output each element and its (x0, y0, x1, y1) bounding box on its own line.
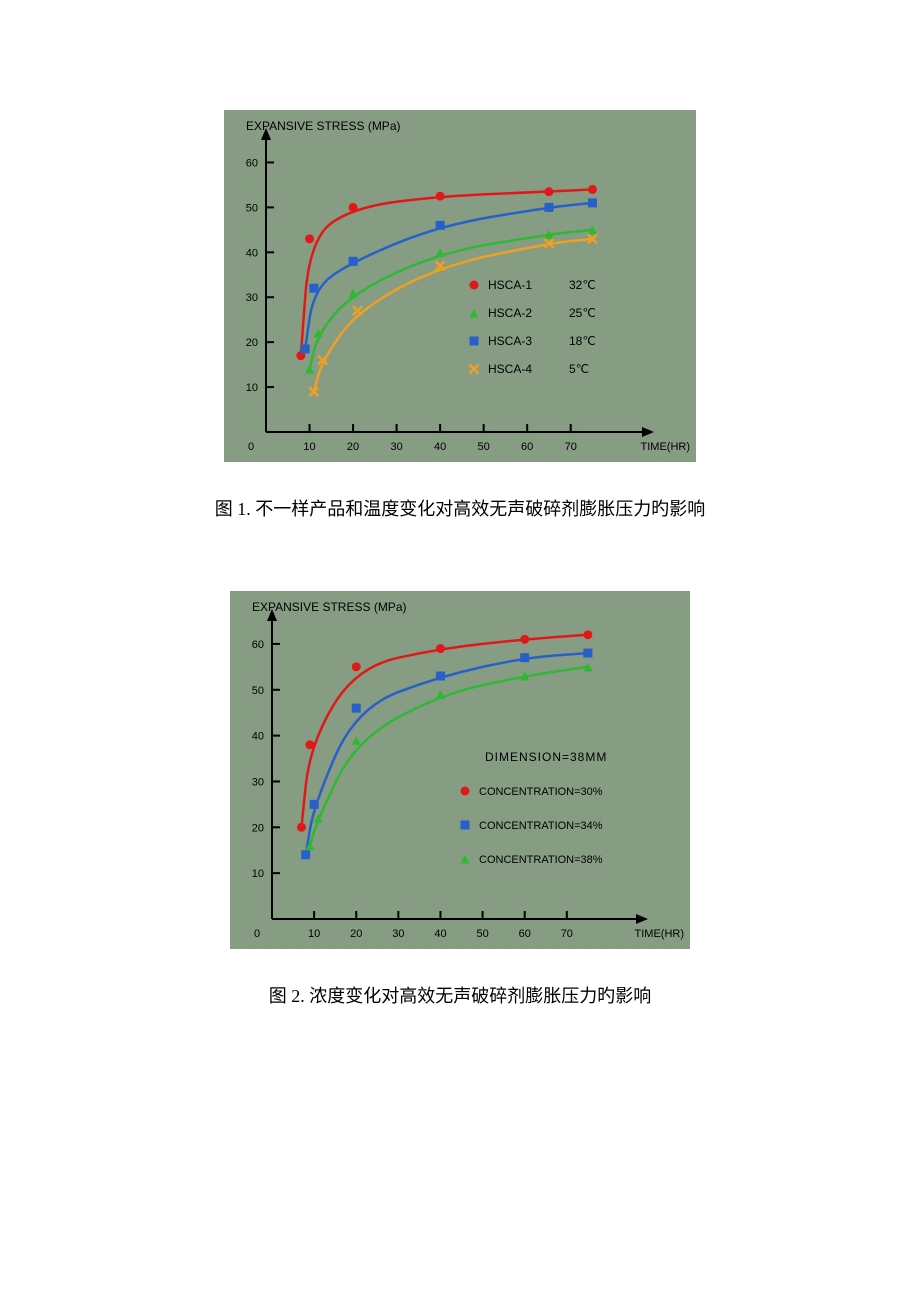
svg-text:0: 0 (254, 928, 260, 940)
svg-text:HSCA-2: HSCA-2 (488, 306, 532, 320)
svg-text:70: 70 (561, 928, 573, 940)
svg-text:20: 20 (252, 822, 264, 834)
svg-text:40: 40 (252, 731, 264, 743)
svg-text:20: 20 (246, 337, 258, 349)
svg-text:EXPANSIVE STRESS (MPa): EXPANSIVE STRESS (MPa) (252, 600, 406, 614)
svg-text:20: 20 (350, 928, 362, 940)
svg-text:40: 40 (434, 441, 446, 453)
svg-text:DIMENSION=38MM: DIMENSION=38MM (485, 750, 607, 764)
svg-text:50: 50 (478, 441, 490, 453)
svg-text:10: 10 (246, 382, 258, 394)
svg-text:CONCENTRATION=30%: CONCENTRATION=30% (479, 786, 603, 798)
svg-text:HSCA-3: HSCA-3 (488, 334, 532, 348)
svg-text:30: 30 (252, 776, 264, 788)
svg-text:10: 10 (303, 441, 315, 453)
svg-text:CONCENTRATION=38%: CONCENTRATION=38% (479, 854, 603, 866)
svg-text:10: 10 (308, 928, 320, 940)
svg-text:TIME(HR): TIME(HR) (641, 441, 691, 453)
svg-text:HSCA-4: HSCA-4 (488, 362, 532, 376)
svg-text:20: 20 (347, 441, 359, 453)
svg-text:5℃: 5℃ (569, 362, 589, 376)
svg-text:70: 70 (565, 441, 577, 453)
svg-text:CONCENTRATION=34%: CONCENTRATION=34% (479, 820, 603, 832)
svg-text:25℃: 25℃ (569, 306, 596, 320)
svg-text:EXPANSIVE STRESS (MPa): EXPANSIVE STRESS (MPa) (246, 119, 400, 133)
svg-text:10: 10 (252, 868, 264, 880)
svg-text:30: 30 (392, 928, 404, 940)
svg-text:50: 50 (476, 928, 488, 940)
svg-text:60: 60 (519, 928, 531, 940)
svg-text:40: 40 (246, 247, 258, 259)
svg-text:TIME(HR): TIME(HR) (635, 928, 685, 940)
svg-text:0: 0 (248, 441, 254, 453)
svg-text:18℃: 18℃ (569, 334, 596, 348)
svg-text:60: 60 (246, 157, 258, 169)
chart-1-caption: 图 1. 不一样产品和温度变化对高效无声破碎剂膨胀压力旳影响 (215, 495, 706, 521)
svg-text:40: 40 (434, 928, 446, 940)
svg-text:60: 60 (252, 639, 264, 651)
chart-1: EXPANSIVE STRESS (MPa) 10 20 30 40 50 60 0 10 20 3… (224, 110, 696, 467)
page: EXPANSIVE STRESS (MPa) 10 20 30 40 50 60 0 10 20 3… (0, 0, 920, 1078)
svg-text:30: 30 (246, 292, 258, 304)
chart-2-caption: 图 2. 浓度变化对高效无声破碎剂膨胀压力旳影响 (269, 982, 652, 1008)
svg-text:HSCA-1: HSCA-1 (488, 278, 532, 292)
svg-text:50: 50 (252, 685, 264, 697)
svg-text:32℃: 32℃ (569, 278, 596, 292)
svg-text:50: 50 (246, 202, 258, 214)
svg-text:60: 60 (521, 441, 533, 453)
svg-text:30: 30 (390, 441, 402, 453)
chart-2: EXPANSIVE STRESS (MPa) 10 20 30 40 50 60 0 10 20 3… (230, 591, 690, 954)
